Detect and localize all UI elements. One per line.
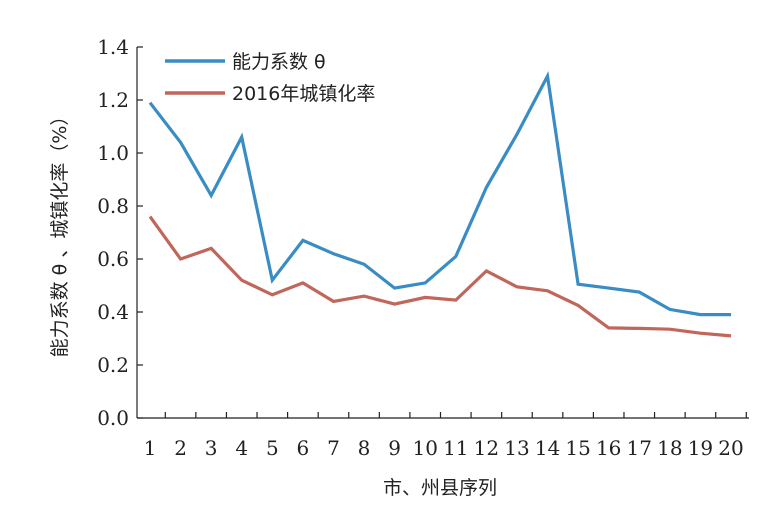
x-tick-label: 3	[205, 436, 218, 460]
x-tick-label: 18	[657, 436, 682, 460]
x-tick-label: 4	[235, 436, 248, 460]
x-tick-label: 11	[443, 436, 468, 460]
y-tick-label: 0.0	[97, 406, 129, 430]
x-tick-label: 10	[412, 436, 437, 460]
y-tick-label: 0.2	[97, 353, 129, 377]
y-tick-label: 1.2	[97, 88, 129, 112]
x-tick-label: 9	[388, 436, 401, 460]
x-axis-title: 市、州县序列	[383, 477, 497, 499]
x-tick-label: 8	[358, 436, 371, 460]
series-line-0	[148, 71, 731, 317]
legend-label-ability-coefficient: 能力系数 θ	[232, 51, 326, 73]
y-tick-label: 1.0	[97, 141, 129, 165]
plot-area: 0.00.20.40.60.81.01.21.41 2 3 4 5 6 7 8 9 10 11 12 1…	[97, 35, 749, 460]
x-tick-label: 12	[474, 436, 499, 460]
x-tick-label: 6	[297, 436, 310, 460]
legend-label-urbanization-rate: 2016年城镇化率	[232, 83, 375, 105]
x-tick-label: 2	[174, 436, 187, 460]
x-tick-label: 17	[627, 436, 652, 460]
y-tick-label: 1.4	[97, 35, 129, 59]
x-tick-label: 1	[144, 436, 157, 460]
y-tick-label: 0.4	[97, 300, 129, 324]
y-tick-label: 0.8	[97, 194, 129, 218]
x-tick-label: 15	[565, 436, 590, 460]
x-tick-label: 19	[688, 436, 713, 460]
x-tick-label: 13	[504, 436, 529, 460]
x-tick-label: 7	[327, 436, 340, 460]
x-tick-label: 16	[596, 436, 621, 460]
legend: 能力系数 θ 2016年城镇化率	[165, 51, 375, 105]
x-tick-label: 5	[266, 436, 279, 460]
x-tick-label: 14	[535, 436, 560, 460]
y-axis-title: 能力系数 θ 、城镇化率（%）	[49, 107, 71, 358]
series-line-1	[148, 215, 732, 338]
y-tick-label: 0.6	[97, 247, 129, 271]
x-tick-label: 20	[718, 436, 743, 460]
